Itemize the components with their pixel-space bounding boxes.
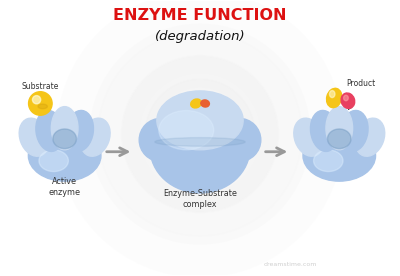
Circle shape bbox=[28, 92, 52, 115]
Circle shape bbox=[98, 32, 302, 236]
Ellipse shape bbox=[19, 118, 49, 156]
Ellipse shape bbox=[191, 99, 202, 108]
Text: Substrate: Substrate bbox=[22, 82, 59, 91]
Text: ENZYME FUNCTION: ENZYME FUNCTION bbox=[113, 8, 287, 23]
Ellipse shape bbox=[294, 118, 324, 156]
Ellipse shape bbox=[150, 103, 250, 193]
Ellipse shape bbox=[303, 130, 376, 181]
Circle shape bbox=[32, 95, 41, 104]
Ellipse shape bbox=[326, 107, 353, 150]
Ellipse shape bbox=[344, 95, 348, 101]
Ellipse shape bbox=[66, 110, 94, 152]
Ellipse shape bbox=[28, 130, 101, 181]
Ellipse shape bbox=[340, 110, 368, 152]
Ellipse shape bbox=[159, 111, 214, 150]
Ellipse shape bbox=[157, 91, 243, 150]
Ellipse shape bbox=[341, 93, 355, 108]
Ellipse shape bbox=[326, 88, 342, 108]
Text: Active
enzyme: Active enzyme bbox=[49, 177, 81, 197]
Ellipse shape bbox=[355, 118, 385, 156]
Ellipse shape bbox=[310, 110, 338, 152]
Ellipse shape bbox=[155, 138, 245, 146]
Ellipse shape bbox=[314, 150, 343, 172]
Text: dreamstime.com: dreamstime.com bbox=[264, 262, 317, 267]
Circle shape bbox=[122, 56, 278, 213]
Ellipse shape bbox=[328, 129, 351, 148]
Ellipse shape bbox=[218, 118, 261, 161]
Circle shape bbox=[145, 79, 255, 189]
Text: Product: Product bbox=[346, 79, 376, 87]
Ellipse shape bbox=[39, 150, 68, 172]
Text: Enzyme-Substrate
complex: Enzyme-Substrate complex bbox=[163, 189, 237, 209]
Ellipse shape bbox=[201, 100, 209, 107]
Ellipse shape bbox=[36, 110, 64, 152]
Ellipse shape bbox=[51, 107, 78, 150]
Ellipse shape bbox=[330, 91, 335, 98]
Ellipse shape bbox=[80, 118, 110, 156]
Ellipse shape bbox=[139, 118, 182, 161]
Ellipse shape bbox=[53, 129, 76, 148]
Text: (degradation): (degradation) bbox=[155, 30, 245, 43]
Ellipse shape bbox=[38, 104, 47, 109]
